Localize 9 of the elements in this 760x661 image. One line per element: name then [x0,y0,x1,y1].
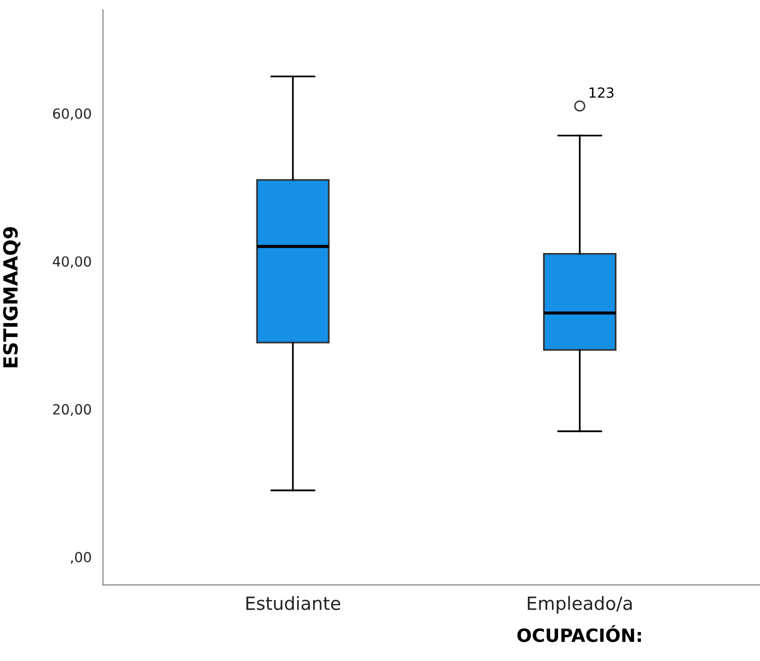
y-tick-label: ,00 [70,552,91,564]
x-tick-label: Estudiante [246,596,340,610]
y-tick-label: 40,00 [52,256,91,268]
y-tick-label: 60,00 [53,108,91,120]
x-tick-label: Empleado/a [528,596,632,614]
annotation: 123 [590,87,614,98]
x-axis-title: OCUPACIÓN: [517,625,641,642]
y-tick-label: 20,00 [53,404,91,416]
y-axis-title: ESTIGMAAQ9 [3,227,20,368]
